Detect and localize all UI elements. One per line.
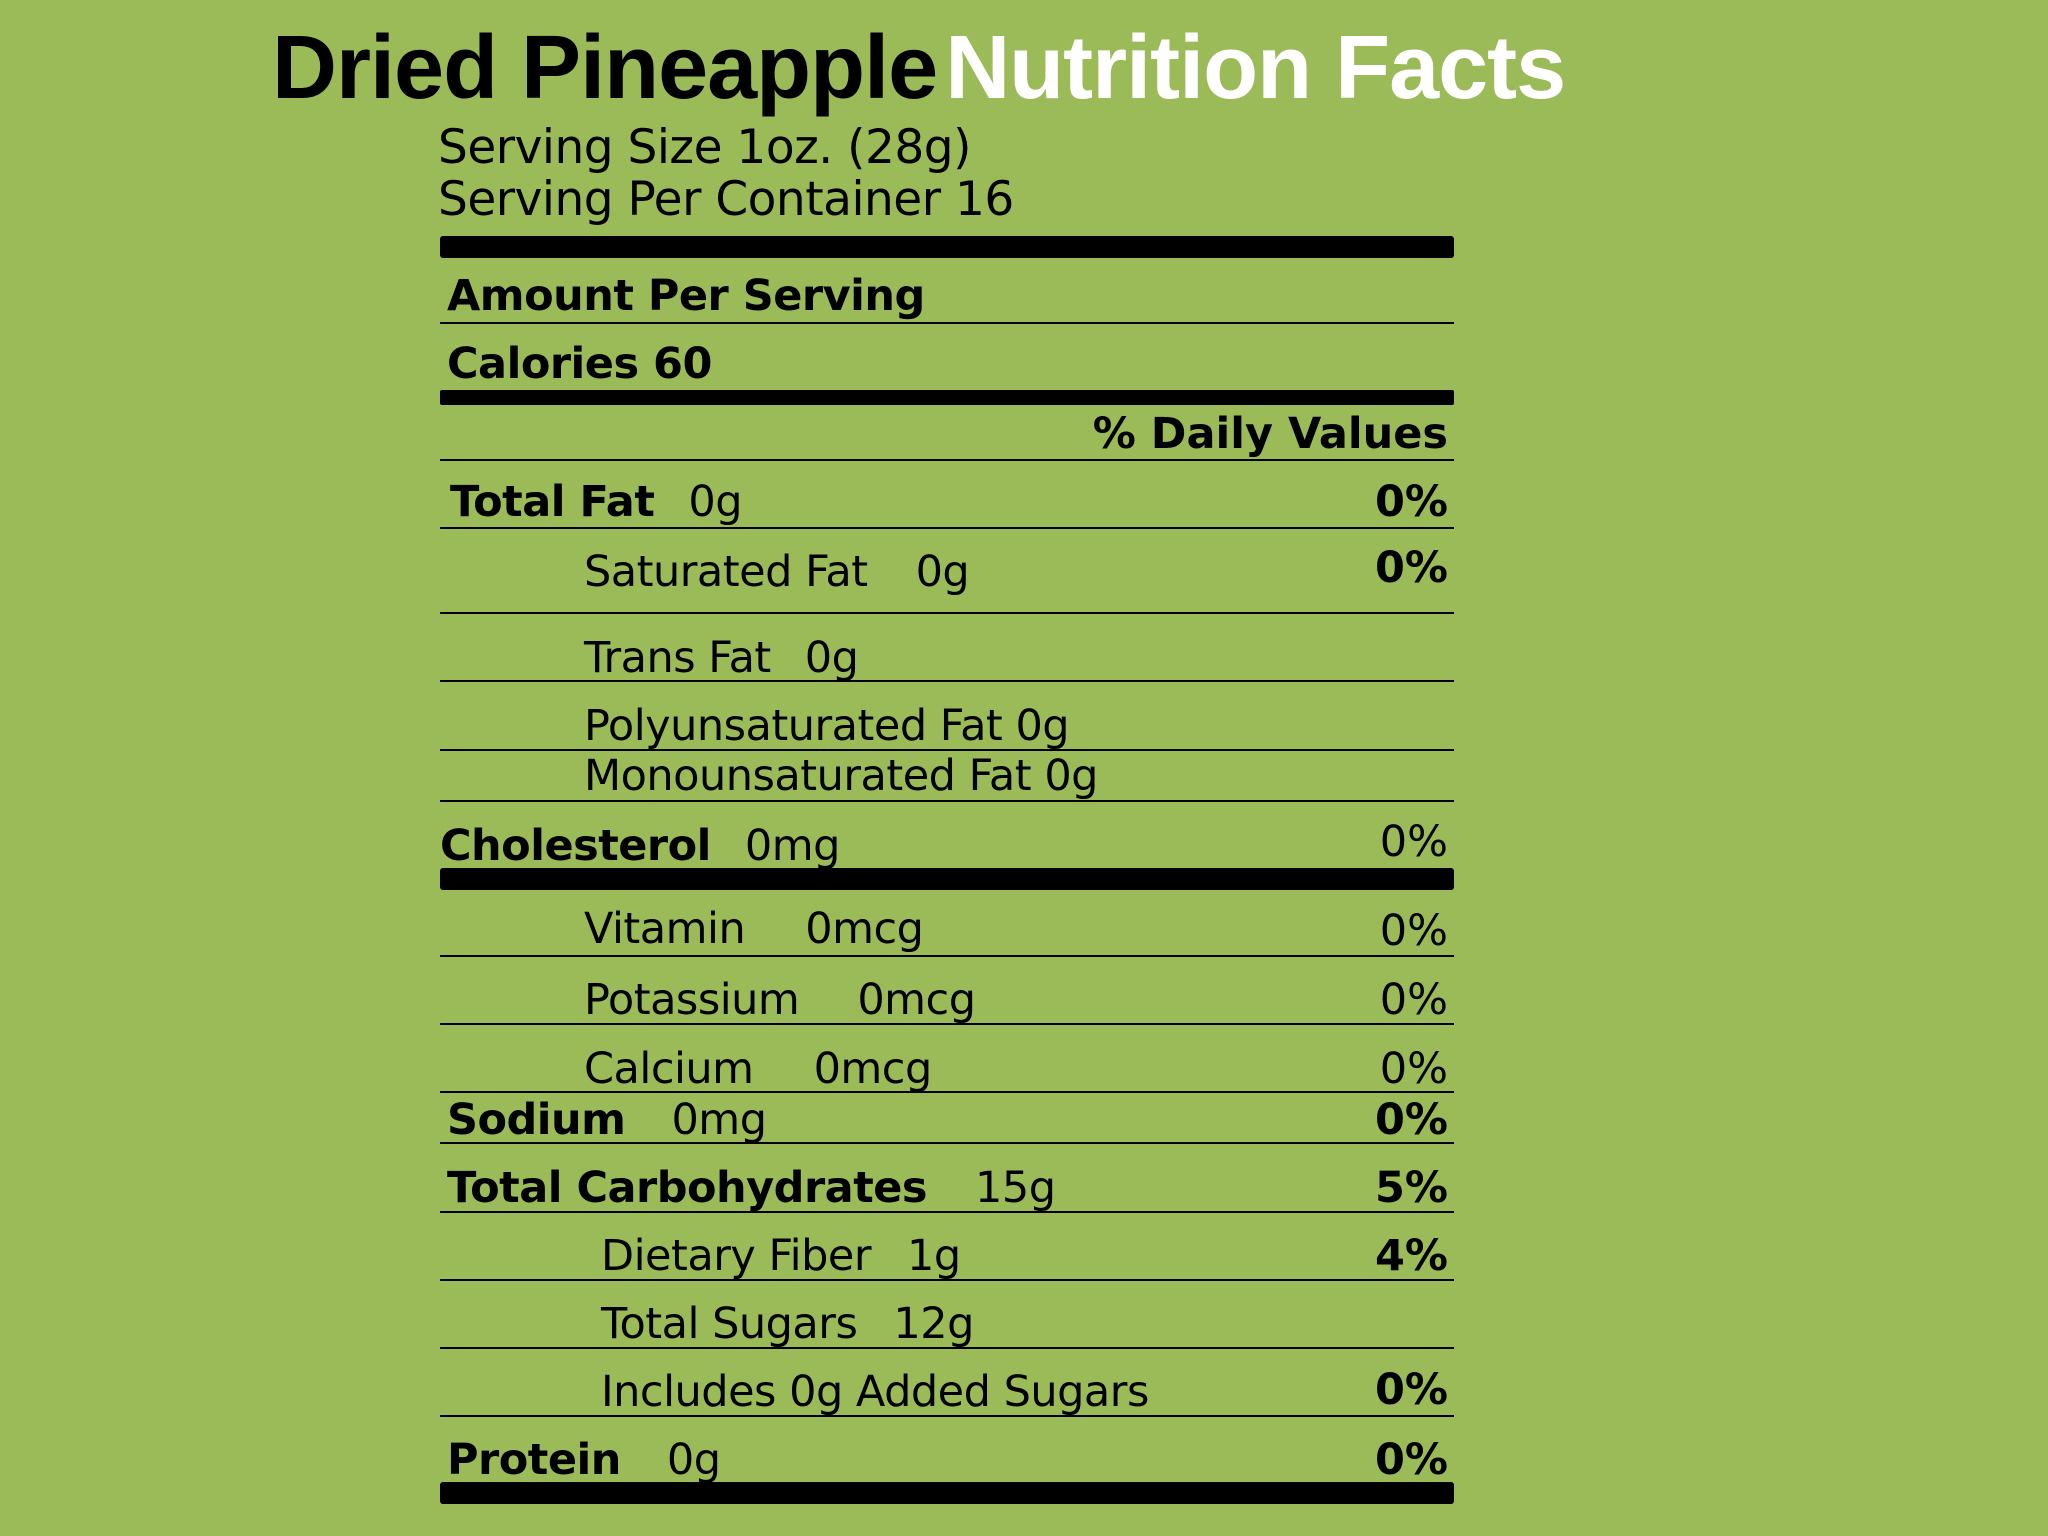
nutrient-name: Total Sugars	[601, 1299, 858, 1349]
divider	[440, 1142, 1454, 1144]
divider	[440, 459, 1454, 461]
nutrient-row-saturated-fat: Saturated Fat 0g	[584, 547, 970, 597]
divider	[440, 800, 1454, 802]
nutrient-amount: 0mcg	[805, 904, 924, 954]
dv-cholesterol: 0%	[1379, 817, 1448, 867]
nutrient-row-protein: Protein 0g	[447, 1436, 721, 1484]
nutrient-row-calcium: Calcium 0mcg	[584, 1045, 932, 1093]
servings-per-container: Serving Per Container 16	[438, 172, 1014, 227]
divider	[440, 612, 1454, 614]
divider-thick	[440, 868, 1454, 890]
dv-protein: 0%	[1374, 1435, 1448, 1485]
nutrient-row-added-sugars: Includes 0g Added Sugars	[601, 1367, 1149, 1417]
dv-dietary-fiber: 4%	[1374, 1231, 1448, 1281]
nutrient-name: Dietary Fiber	[601, 1231, 872, 1281]
dv-vitamin: 0%	[1379, 906, 1448, 956]
nutrient-amount: 0mg	[744, 821, 841, 871]
nutrient-row-polyunsaturated-fat: Polyunsaturated Fat 0g	[584, 701, 1070, 751]
divider	[440, 527, 1454, 529]
nutrient-amount: 0mcg	[857, 975, 976, 1025]
nutrient-name: Total Fat	[450, 477, 655, 527]
title-product: Dried Pineapple	[272, 18, 938, 118]
nutrient-row-monounsaturated-fat: Monounsaturated Fat 0g	[584, 751, 1098, 801]
dv-total-carbohydrates: 5%	[1374, 1163, 1448, 1213]
nutrient-name: Calcium	[584, 1044, 754, 1094]
divider	[440, 322, 1454, 324]
nutrient-amount: 0g	[688, 477, 743, 527]
divider	[440, 749, 1454, 751]
nutrient-amount: 1g	[907, 1231, 961, 1281]
dv-saturated-fat: 0%	[1374, 543, 1448, 593]
nutrient-name: Potassium	[584, 975, 800, 1025]
divider	[440, 1415, 1454, 1417]
divider-thick-top	[440, 236, 1454, 258]
nutrient-row-dietary-fiber: Dietary Fiber 1g	[601, 1232, 961, 1280]
nutrient-name: Trans Fat	[584, 633, 771, 683]
divider	[440, 1091, 1454, 1093]
calories: Calories 60	[447, 339, 712, 389]
page-title: Dried PineappleNutrition Facts	[272, 18, 1566, 118]
nutrient-row-vitamin: Vitamin 0mcg	[584, 904, 924, 954]
serving-size: Serving Size 1oz. (28g)	[438, 120, 971, 175]
dv-calcium: 0%	[1379, 1044, 1448, 1094]
nutrient-amount: 0mcg	[813, 1044, 933, 1094]
divider	[440, 680, 1454, 682]
nutrient-name: Saturated Fat	[584, 547, 868, 597]
divider	[440, 1347, 1454, 1349]
nutrient-name: Sodium	[447, 1095, 626, 1145]
divider	[440, 1279, 1454, 1281]
divider	[440, 1023, 1454, 1025]
nutrient-name: Cholesterol	[440, 821, 711, 871]
nutrient-row-total-carbohydrates: Total Carbohydrates 15g	[447, 1164, 1056, 1212]
nutrient-amount: 0g	[915, 547, 970, 597]
nutrient-name: Total Carbohydrates	[447, 1163, 928, 1213]
divider	[440, 1211, 1454, 1213]
amount-per-serving: Amount Per Serving	[447, 271, 925, 321]
nutrient-name: Protein	[447, 1435, 621, 1485]
nutrient-amount: 0mg	[671, 1095, 767, 1145]
nutrient-row-total-sugars: Total Sugars 12g	[601, 1300, 974, 1348]
dv-total-fat: 0%	[1374, 477, 1448, 527]
daily-values-header: % Daily Values	[1092, 409, 1448, 459]
divider	[440, 955, 1454, 957]
dv-sodium: 0%	[1374, 1095, 1448, 1145]
dv-added-sugars: 0%	[1374, 1365, 1448, 1415]
divider-medium	[440, 390, 1454, 405]
divider-thick-bottom	[440, 1482, 1454, 1504]
title-label: Nutrition Facts	[945, 18, 1566, 118]
nutrient-amount: 12g	[893, 1299, 974, 1349]
nutrient-amount: 0g	[666, 1435, 721, 1485]
nutrient-name: Vitamin	[584, 904, 746, 954]
nutrient-row-cholesterol: Cholesterol 0mg	[440, 822, 840, 870]
dv-potassium: 0%	[1379, 975, 1448, 1025]
nutrient-row-potassium: Potassium 0mcg	[584, 976, 976, 1024]
nutrient-row-trans-fat: Trans Fat 0g	[584, 633, 859, 683]
nutrient-amount: 15g	[975, 1163, 1056, 1213]
nutrient-row-total-fat: Total Fat 0g	[450, 477, 743, 527]
nutrient-amount: 0g	[804, 633, 859, 683]
nutrient-row-sodium: Sodium 0mg	[447, 1096, 767, 1144]
